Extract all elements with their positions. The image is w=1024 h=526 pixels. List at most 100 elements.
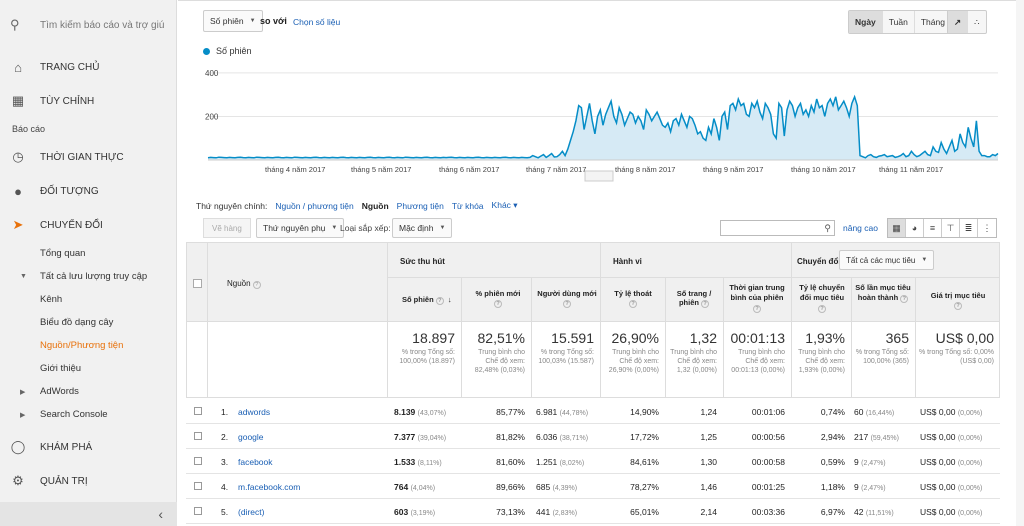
sidebar-sub-search-console[interactable]: ▶ Search Console [0,403,176,426]
period-day-button[interactable]: Ngày [849,11,883,33]
help-icon: ? [629,300,637,308]
comparison-view-icon[interactable]: ⊤ [942,219,960,237]
col-avg-duration-label: Thời gian trung bình của phiên [729,283,785,302]
choose-metric-link[interactable]: Chọn số liệu [293,17,341,27]
nav-explore[interactable]: ◯ KHÁM PHÁ [0,430,176,464]
period-month-button[interactable]: Tháng [920,17,945,27]
col-goal-value[interactable]: Giá trị mục tiêu? [919,291,997,310]
home-icon: ⌂ [14,59,22,75]
nav-realtime[interactable]: ◷ THỜI GIAN THỰC [0,140,176,174]
term-cloud-view-icon[interactable]: ≣ [960,219,978,237]
data-table-view-icon[interactable]: ▦ [888,219,906,237]
sidebar-sub-all-traffic[interactable]: ▼ Tất cả lưu lượng truy cập [0,265,176,288]
advanced-filter-link[interactable]: nâng cao [843,223,878,233]
total-bounce-rate: 26,90% Trung bình cho Chế độ xem: 26,90% … [604,330,659,375]
period-selector: Ngày Tuần Tháng [848,10,952,34]
table-row[interactable]: 2. google 7.377 (39,04%) 81,82% 6.036 (38,71… [186,424,1000,449]
new-users-pct: (2,83%) [552,510,578,517]
table-row[interactable]: 4. m.facebook.com 764 (4,04%) 89,66% 685 (4,… [186,474,1000,499]
sidebar-sub-overview[interactable]: Tổng quan [40,248,86,259]
table-view-selector: ▦ ◕ ≡ ⊤ ≣ ⋮ [887,218,997,238]
sidebar-sub-source-medium[interactable]: Nguồn/Phương tiện [40,340,124,351]
sidebar-sub-adwords[interactable]: ▶ AdWords [0,380,176,403]
avg-duration: 00:00:56 [751,432,785,442]
nav-home[interactable]: ⌂ TRANG CHỦ [0,50,176,84]
person-icon: ● [14,183,22,199]
secondary-dimension-select[interactable]: Thứ nguyên phụ ▼ [256,218,345,238]
dim-source-medium[interactable]: Nguồn / phương tiện [275,200,354,211]
row-checkbox[interactable] [194,432,202,440]
col-goal-conversion-rate[interactable]: Tỷ lệ chuyển đổi mục tiêu ? [795,283,849,313]
row-checkbox[interactable] [194,507,202,515]
chart-resize-handle[interactable] [584,170,614,182]
source-column-header[interactable]: Nguồn ? [227,279,261,289]
table-row[interactable]: 3. facebook 1.533 (8,11%) 81,60% 1.251 (8,02… [186,449,1000,474]
dim-source[interactable]: Nguồn [361,200,389,211]
series-line-sessions[interactable] [207,94,999,159]
pages-per-session: 1,30 [700,457,717,467]
row-index: 5. [221,507,229,517]
col-conv-label: Tỷ lệ chuyển đổi mục tiêu [799,283,845,302]
sessions-value: 764 [394,482,409,492]
total-note: Trung bình cho Chế độ xem: 1,93% (0,00%) [798,349,845,374]
row-checkbox[interactable] [194,457,202,465]
source-link[interactable]: facebook [238,457,273,467]
performance-view-icon[interactable]: ≡ [924,219,942,237]
source-link[interactable]: google [238,432,264,442]
group-behavior: Hành vi [613,257,642,266]
dashboard-icon: ▦ [11,93,25,108]
pie-view-icon[interactable]: ◕ [906,219,924,237]
x-tick-label: tháng 4 năm 2017 [265,165,325,174]
total-note: % trong Tổng số: 0,00% (US$ 0,00) [919,349,994,365]
nav-audience[interactable]: ● ĐỐI TƯỢNG [0,174,176,208]
help-icon: ? [900,295,909,303]
sessions-pct: (39,04%) [417,435,447,442]
dim-keyword[interactable]: Từ khóa [451,200,484,211]
new-users-value: 441 [536,507,551,517]
line-chart-icon[interactable]: ↗ [948,11,969,33]
search-icon[interactable]: ⚲ [824,222,831,233]
col-pages-per-session[interactable]: Số trang / phiên ? [668,289,720,308]
totals-row: 18.897 % trong Tổng số: 100,00% (18.897) 8… [186,322,1000,398]
sort-type-select[interactable]: Mặc định ▼ [392,218,453,238]
sidebar-sub-channels[interactable]: Kênh [40,294,63,305]
plot-rows-button[interactable]: Vẽ hàng [203,218,251,238]
nav-admin[interactable]: ⚙ QUẢN TRỊ [0,464,176,498]
table-row[interactable]: 5. (direct) 603 (3,19%) 73,13% 441 (2,83%) 65… [186,499,1000,524]
motion-chart-icon[interactable]: ∴ [974,16,980,27]
sidebar-sub-referrals[interactable]: Giới thiệu [40,363,82,374]
report-search[interactable]: ⚲ Tìm kiếm báo cáo và trợ giú [0,0,176,50]
col-sessions[interactable]: Số phiên ? ↓ [402,295,452,305]
sidebar-sub-treemaps[interactable]: Biểu đồ dạng cây [40,317,114,328]
period-week-button[interactable]: Tuần [883,11,915,33]
source-link[interactable]: adwords [238,407,271,417]
metric-select[interactable]: Số phiên ▼ [203,10,263,32]
col-goal-completions[interactable]: Số lần mục tiêu hoàn thành ? [855,283,911,303]
nav-acquisition[interactable]: ➤ CHUYỂN ĐỔI [0,208,176,242]
page-scrollbar[interactable] [1016,0,1024,526]
col-bounce-rate[interactable]: Tỷ lệ thoát? [607,289,659,308]
nav-custom[interactable]: ▦ TÙY CHỈNH [0,84,176,118]
primary-dimension-bar: Thứ nguyên chính: Nguồn / phương tiện Ng… [196,200,518,211]
collapse-sidebar-button[interactable]: ‹ [0,502,177,526]
table-row[interactable]: 1. adwords 8.139 (43,07%) 85,77% 6.981 (44,7… [186,399,1000,424]
row-checkbox[interactable] [194,407,202,415]
dim-medium[interactable]: Phương tiện [396,200,444,211]
goal-value-pct: (0,00%) [957,460,983,467]
goal-select[interactable]: Tất cả các mục tiêu ▼ [839,250,935,270]
select-all-checkbox[interactable] [193,279,202,288]
conversion-rate: 2,94% [820,432,845,442]
dim-other[interactable]: Khác ▾ [491,200,518,210]
col-new-users[interactable]: Người dùng mới? [536,289,598,308]
new-users-value: 6.981 [536,407,558,417]
table-search-input[interactable]: ⚲ [720,220,835,236]
source-link[interactable]: m.facebook.com [238,482,301,492]
goal-completions-pct: (16,44%) [865,410,895,417]
table-header: Nguồn ? Sức thu hút Hành vi Chuyển đổi T… [186,242,1000,323]
row-checkbox[interactable] [194,482,202,490]
source-link[interactable]: (direct) [238,507,265,517]
col-avg-duration[interactable]: Thời gian trung bình của phiên ? [727,283,787,313]
nav-explore-label: KHÁM PHÁ [40,441,93,453]
pivot-view-icon[interactable]: ⋮ [982,222,992,233]
col-new-sessions-pct[interactable]: % phiên mới? [473,289,523,308]
